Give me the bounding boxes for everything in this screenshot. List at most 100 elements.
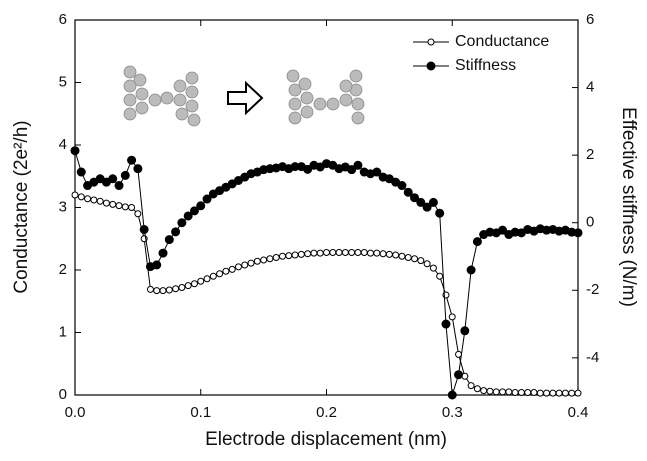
point	[373, 249, 381, 257]
point	[146, 285, 154, 293]
point	[428, 197, 438, 207]
point	[574, 389, 582, 397]
point	[568, 389, 576, 397]
point	[90, 196, 98, 204]
point	[417, 257, 425, 265]
point	[121, 203, 129, 211]
legend-marker	[426, 61, 436, 71]
y-axis-label: Conductance (2e²/h)	[11, 120, 32, 293]
point	[272, 254, 280, 261]
point	[203, 275, 211, 283]
y2-tick-label: -2	[586, 281, 599, 298]
point	[96, 197, 104, 205]
point	[76, 167, 86, 177]
y2-tick-label: 4	[586, 79, 594, 96]
point	[197, 277, 205, 285]
point	[158, 248, 168, 258]
point	[323, 249, 330, 256]
point	[202, 194, 212, 204]
point	[139, 224, 149, 234]
point	[77, 193, 85, 201]
point	[536, 389, 544, 397]
point	[329, 249, 337, 256]
point	[472, 237, 482, 247]
point	[441, 319, 451, 329]
y-tick-label: 5	[59, 73, 67, 90]
point	[109, 200, 117, 208]
point	[367, 249, 375, 257]
point	[253, 257, 261, 265]
point	[114, 181, 124, 191]
point	[234, 263, 242, 271]
point	[184, 282, 192, 290]
point	[222, 267, 230, 275]
point	[303, 164, 313, 174]
point	[216, 270, 224, 278]
point	[241, 261, 249, 269]
point	[353, 160, 363, 170]
point	[397, 181, 407, 191]
point	[511, 389, 519, 396]
point	[486, 387, 494, 395]
point	[549, 389, 557, 397]
point	[133, 164, 143, 174]
point	[316, 249, 324, 257]
point	[127, 155, 137, 165]
series-line	[74, 150, 579, 396]
x-tick-label: 0.3	[442, 404, 463, 421]
x-tick-label: 0.0	[65, 404, 86, 421]
point	[498, 225, 508, 235]
inset-molecules	[123, 65, 365, 127]
point	[505, 388, 513, 396]
point	[499, 388, 507, 396]
point	[228, 265, 236, 273]
inset-arrow	[227, 80, 264, 116]
x-tick-label: 0.4	[568, 404, 589, 421]
x-axis-label: Electrode displacement (nm)	[205, 429, 447, 450]
point	[84, 195, 92, 203]
point	[466, 265, 476, 275]
point	[429, 264, 437, 272]
point	[422, 202, 432, 212]
point	[555, 389, 563, 397]
point	[392, 251, 400, 259]
point	[517, 389, 525, 396]
legend-label: Stiffness	[455, 57, 516, 74]
point	[411, 255, 419, 263]
point	[341, 249, 349, 256]
point	[354, 249, 362, 256]
point	[435, 208, 445, 218]
x-tick-label: 0.1	[190, 404, 211, 421]
point	[108, 174, 118, 184]
point	[454, 370, 464, 380]
point	[209, 272, 217, 280]
y-tick-label: 4	[59, 136, 67, 153]
point	[404, 254, 412, 261]
point	[410, 193, 420, 203]
point	[115, 202, 123, 210]
point	[530, 389, 538, 396]
point	[348, 249, 356, 256]
y-tick-label: 1	[59, 323, 67, 340]
point	[102, 199, 110, 207]
y2-tick-label: 2	[586, 146, 594, 163]
y2-tick-label: 0	[586, 214, 594, 231]
point	[436, 272, 444, 280]
point	[196, 201, 206, 211]
y-tick-label: 0	[59, 386, 67, 403]
point	[543, 389, 551, 397]
y2-tick-label: -4	[586, 349, 599, 366]
series-line	[74, 194, 578, 394]
point	[297, 250, 305, 258]
point	[260, 256, 268, 264]
point	[310, 249, 318, 257]
point	[120, 170, 130, 180]
y-tick-label: 2	[59, 261, 67, 278]
point	[403, 187, 413, 197]
y2-axis-label: Effective stiffness (N/m)	[618, 107, 639, 307]
point	[71, 191, 79, 199]
plot-frame	[74, 19, 579, 396]
point	[190, 280, 198, 288]
point	[372, 167, 382, 177]
